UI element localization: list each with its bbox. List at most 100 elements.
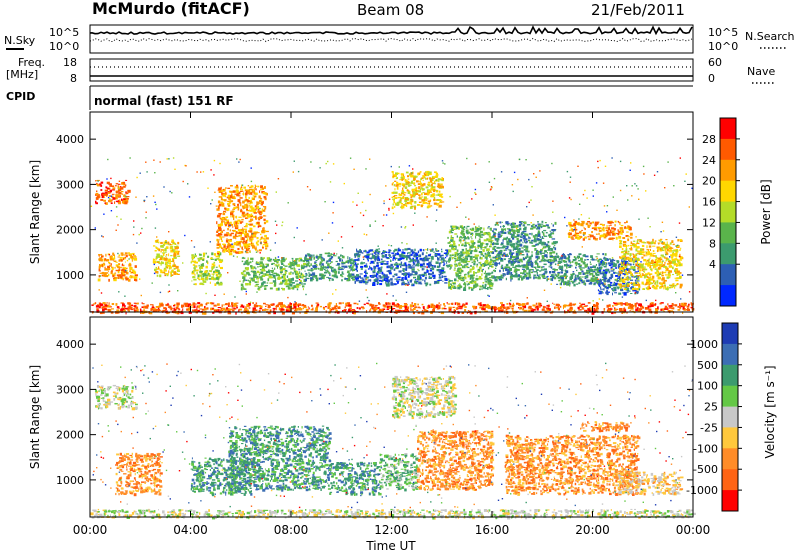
- power-echo-cell: [255, 267, 257, 270]
- power-echo-cell: [385, 276, 389, 280]
- power-echo-cell: [238, 242, 241, 244]
- power-echo-cell: [626, 284, 629, 287]
- power-echo-cell: [575, 234, 580, 237]
- power-echo-cell: [539, 239, 542, 242]
- power-echo-cell: [676, 263, 679, 267]
- power-echo-cell: [414, 185, 417, 187]
- power-echo-cell: [497, 246, 500, 249]
- power-echo-cell: [219, 266, 223, 270]
- power-echo-cell: [125, 199, 129, 203]
- power-echo-cell: [606, 225, 608, 228]
- power-echo-cell: [575, 223, 578, 225]
- power-echo-cell: [604, 253, 607, 256]
- power-echo-cell: [123, 186, 126, 188]
- power-echo-cell: [398, 200, 402, 204]
- power-echo-cell: [605, 262, 608, 265]
- power-echo-cell: [419, 171, 422, 173]
- power-echo-cell: [549, 271, 552, 274]
- power-echo-cell: [400, 192, 405, 195]
- power-echo-cell: [99, 195, 101, 199]
- power-echo-cell: [509, 249, 512, 253]
- power-echo-cell: [399, 179, 403, 181]
- power-echo-cell: [401, 174, 403, 178]
- power-echo-cell: [586, 265, 588, 267]
- power-echo-cell: [541, 241, 545, 245]
- power-echo-cell: [625, 261, 629, 264]
- power-echo-cell: [220, 247, 224, 250]
- power-echo-cell: [636, 250, 641, 252]
- power-echo-cell: [443, 275, 447, 278]
- power-echo-cell: [411, 270, 415, 273]
- power-echo-cell: [225, 187, 227, 189]
- power-echo-cell: [465, 231, 468, 234]
- power-echo-cell: [661, 285, 664, 288]
- power-echo-cell: [248, 230, 251, 233]
- power-echo-cell: [125, 184, 127, 187]
- power-echo-cell: [430, 260, 433, 262]
- power-echo-cell: [516, 274, 519, 276]
- power-echo-cell: [243, 226, 246, 228]
- power-echo-cell: [111, 185, 115, 187]
- power-echo-cell: [578, 282, 581, 285]
- power-echo-cell: [418, 201, 422, 203]
- power-echo-cell: [244, 261, 247, 264]
- power-echo-cell: [99, 264, 100, 266]
- power-echo-cell: [252, 260, 254, 263]
- power-echo-cell: [431, 256, 434, 260]
- power-echo-cell: [620, 241, 622, 244]
- power-echo-cell: [667, 246, 670, 249]
- power-echo-cell: [417, 262, 420, 265]
- power-echo-cell: [226, 238, 228, 240]
- power-echo-cell: [406, 202, 410, 205]
- power-echo-cell: [625, 245, 627, 249]
- power-echo-cell: [266, 282, 269, 284]
- power-echo-cell: [552, 259, 554, 262]
- power-echo-cell: [108, 278, 110, 282]
- power-echo-cell: [211, 276, 214, 279]
- power-echo-cell: [548, 249, 552, 251]
- power-echo-cell: [251, 277, 254, 279]
- power-echo-cell: [628, 268, 631, 270]
- power-echo-cell: [415, 254, 418, 257]
- power-echo-cell: [646, 278, 649, 282]
- power-echo-cell: [586, 269, 590, 271]
- power-echo-cell: [613, 272, 615, 274]
- power-echo-cell: [475, 247, 477, 249]
- power-echo-cell: [235, 215, 238, 219]
- power-echo-cell: [455, 272, 458, 274]
- power-echo-cell: [469, 228, 472, 231]
- power-echo-cell: [216, 276, 220, 278]
- power-echo-cell: [218, 206, 220, 210]
- power-echo-cell: [650, 248, 651, 251]
- power-echo-cell: [598, 267, 603, 270]
- power-echo-cell: [427, 183, 430, 185]
- power-echo-cell: [229, 195, 233, 199]
- power-echo-cell: [419, 188, 422, 191]
- power-echo-cell: [549, 266, 553, 268]
- power-echo-cell: [553, 257, 557, 260]
- power-echo-cell: [638, 285, 641, 288]
- power-echo-cell: [262, 273, 265, 275]
- power-echo-cell: [573, 280, 576, 283]
- power-echo-cell: [492, 256, 496, 259]
- power-echo-cell: [679, 239, 682, 242]
- power-echo-cell: [230, 212, 234, 216]
- power-echo-region: [492, 220, 558, 282]
- power-echo-cell: [579, 267, 582, 269]
- power-echo-cell: [401, 196, 404, 200]
- power-echo-cell: [433, 198, 436, 202]
- power-echo-cell: [440, 201, 445, 203]
- power-echo-cell: [326, 269, 328, 272]
- power-echo-cell: [95, 192, 99, 196]
- power-echo-cell: [341, 259, 343, 262]
- power-echo-cell: [564, 260, 568, 263]
- power-echo-cell: [630, 271, 632, 275]
- power-echo-cell: [553, 245, 556, 247]
- power-echo-cell: [121, 253, 123, 257]
- power-echo-cell: [341, 273, 345, 275]
- power-echo-cell: [595, 256, 598, 258]
- power-echo-cell: [655, 284, 658, 287]
- power-echo-cell: [528, 256, 530, 258]
- power-echo-cell: [384, 254, 388, 257]
- power-echo-cell: [369, 250, 373, 252]
